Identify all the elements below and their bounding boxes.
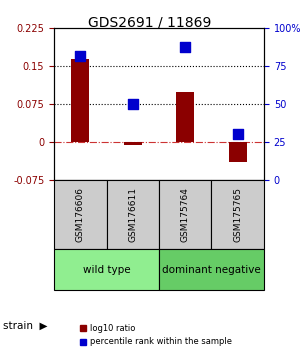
Text: GSM175765: GSM175765 xyxy=(233,187,242,242)
FancyBboxPatch shape xyxy=(212,180,264,249)
Text: GSM176606: GSM176606 xyxy=(76,187,85,242)
Text: dominant negative: dominant negative xyxy=(162,264,261,275)
Text: wild type: wild type xyxy=(83,264,130,275)
Bar xyxy=(176,92,194,142)
Text: GSM176611: GSM176611 xyxy=(128,187,137,242)
Bar xyxy=(229,142,247,162)
Point xyxy=(78,53,83,58)
Point xyxy=(130,101,135,107)
Text: strain  ▶: strain ▶ xyxy=(3,321,47,331)
FancyBboxPatch shape xyxy=(54,180,106,249)
FancyBboxPatch shape xyxy=(106,180,159,249)
Point xyxy=(235,132,240,137)
Point xyxy=(183,44,188,49)
Text: GDS2691 / 11869: GDS2691 / 11869 xyxy=(88,16,212,30)
Text: GSM175764: GSM175764 xyxy=(181,187,190,242)
Legend: log10 ratio, percentile rank within the sample: log10 ratio, percentile rank within the … xyxy=(77,321,235,350)
Bar xyxy=(124,142,142,144)
FancyBboxPatch shape xyxy=(159,180,211,249)
Bar xyxy=(71,59,89,142)
FancyBboxPatch shape xyxy=(159,249,264,290)
FancyBboxPatch shape xyxy=(54,249,159,290)
